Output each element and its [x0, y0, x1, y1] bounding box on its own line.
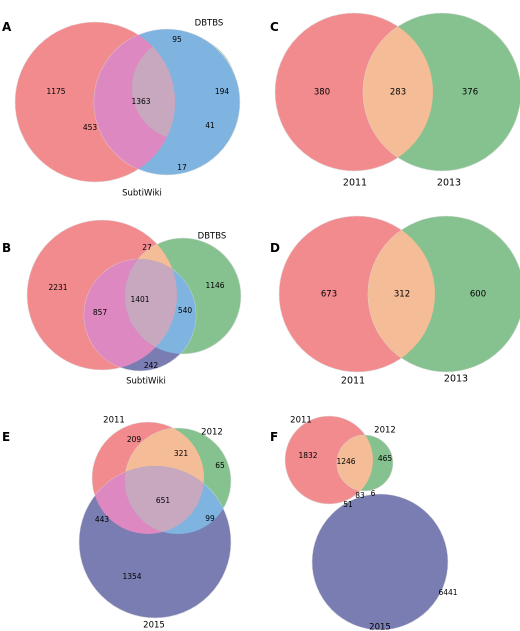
venn-f-region-4: 83	[355, 491, 365, 500]
panel-letter-f: F	[270, 430, 278, 444]
venn-f-region-3: 465	[378, 454, 393, 463]
venn-b-region-2: 27	[142, 243, 152, 252]
venn-e-region-6: 99	[205, 514, 215, 523]
venn-b-label-subtiwiki: SubtiWiki	[126, 377, 166, 387]
venn-e-region-2: 321	[174, 449, 189, 458]
panel-letter-d: D	[270, 241, 280, 255]
venn-a-label-dbtbs: DBTBS	[195, 19, 224, 29]
venn-e-label-2011: 2011	[103, 416, 125, 426]
venn-f-label-2011: 2011	[290, 416, 312, 426]
venn-a-label-subtiwiki: SubtiWiki	[122, 189, 162, 199]
panel-letter-e: E	[2, 430, 10, 444]
venn-f-circle-2015	[311, 493, 449, 631]
venn-e-region-1: 209	[127, 435, 142, 444]
venn-d-region-2: 312	[394, 290, 410, 300]
venn-a-region-5: 453	[83, 123, 98, 132]
venn-c-label-2013: 2013	[437, 178, 461, 189]
venn-f-region-1: 1832	[298, 451, 317, 460]
venn-a-region-2: 95	[172, 35, 182, 44]
venn-b-region-7: 242	[144, 361, 159, 370]
venn-d-label-2011: 2011	[341, 376, 365, 387]
panel-letter-c: C	[270, 20, 279, 34]
venn-f-region-6: 6	[371, 489, 376, 498]
venn-f-region-5: 51	[343, 500, 353, 509]
venn-d-label-2013: 2013	[444, 374, 468, 385]
venn-c-region-2: 283	[390, 88, 406, 98]
venn-e-label-2012: 2012	[201, 428, 223, 438]
venn-b-region-5: 857	[93, 308, 108, 317]
venn-f-label-2015: 2015	[369, 623, 391, 631]
venn-c-region-1: 380	[314, 88, 330, 98]
venn-f-label-2012: 2012	[374, 426, 396, 436]
venn-b-region-6: 540	[178, 306, 193, 315]
venn-b-region-1: 2231	[48, 283, 67, 292]
venn-a-region-6: 41	[205, 121, 215, 130]
panel-d: D 2011 2013 673 312 600	[270, 215, 520, 387]
venn-d-region-3: 600	[470, 290, 486, 300]
venn-a-region-7: 17	[177, 163, 187, 172]
venn-b-label-dbtbs: DBTBS	[198, 232, 227, 242]
venn-d-region-1: 673	[321, 290, 337, 300]
venn-c-region-3: 376	[462, 88, 478, 98]
venn-e-region-7: 1354	[122, 572, 141, 581]
venn-e-region-4: 651	[156, 496, 171, 505]
venn-c-label-2011: 2011	[343, 178, 367, 189]
venn-a-region-1: 1175	[46, 87, 65, 96]
panel-c: C 2011 2013 380 283 376	[270, 12, 520, 189]
panel-letter-a: A	[2, 20, 12, 34]
venn-b-region-4: 1401	[130, 295, 149, 304]
venn-f-region-7: 6441	[438, 588, 457, 597]
venn-f-region-2: 1246	[336, 457, 355, 466]
venn-b-region-3: 1146	[205, 281, 224, 290]
venn-a-region-4: 1363	[131, 97, 150, 106]
venn-e-region-5: 443	[95, 515, 110, 524]
venn-e-label-2015: 2015	[143, 621, 165, 631]
venn-a-region-3: 194	[215, 87, 230, 96]
venn-e-region-3: 65	[215, 461, 225, 470]
panel-letter-b: B	[2, 241, 11, 255]
